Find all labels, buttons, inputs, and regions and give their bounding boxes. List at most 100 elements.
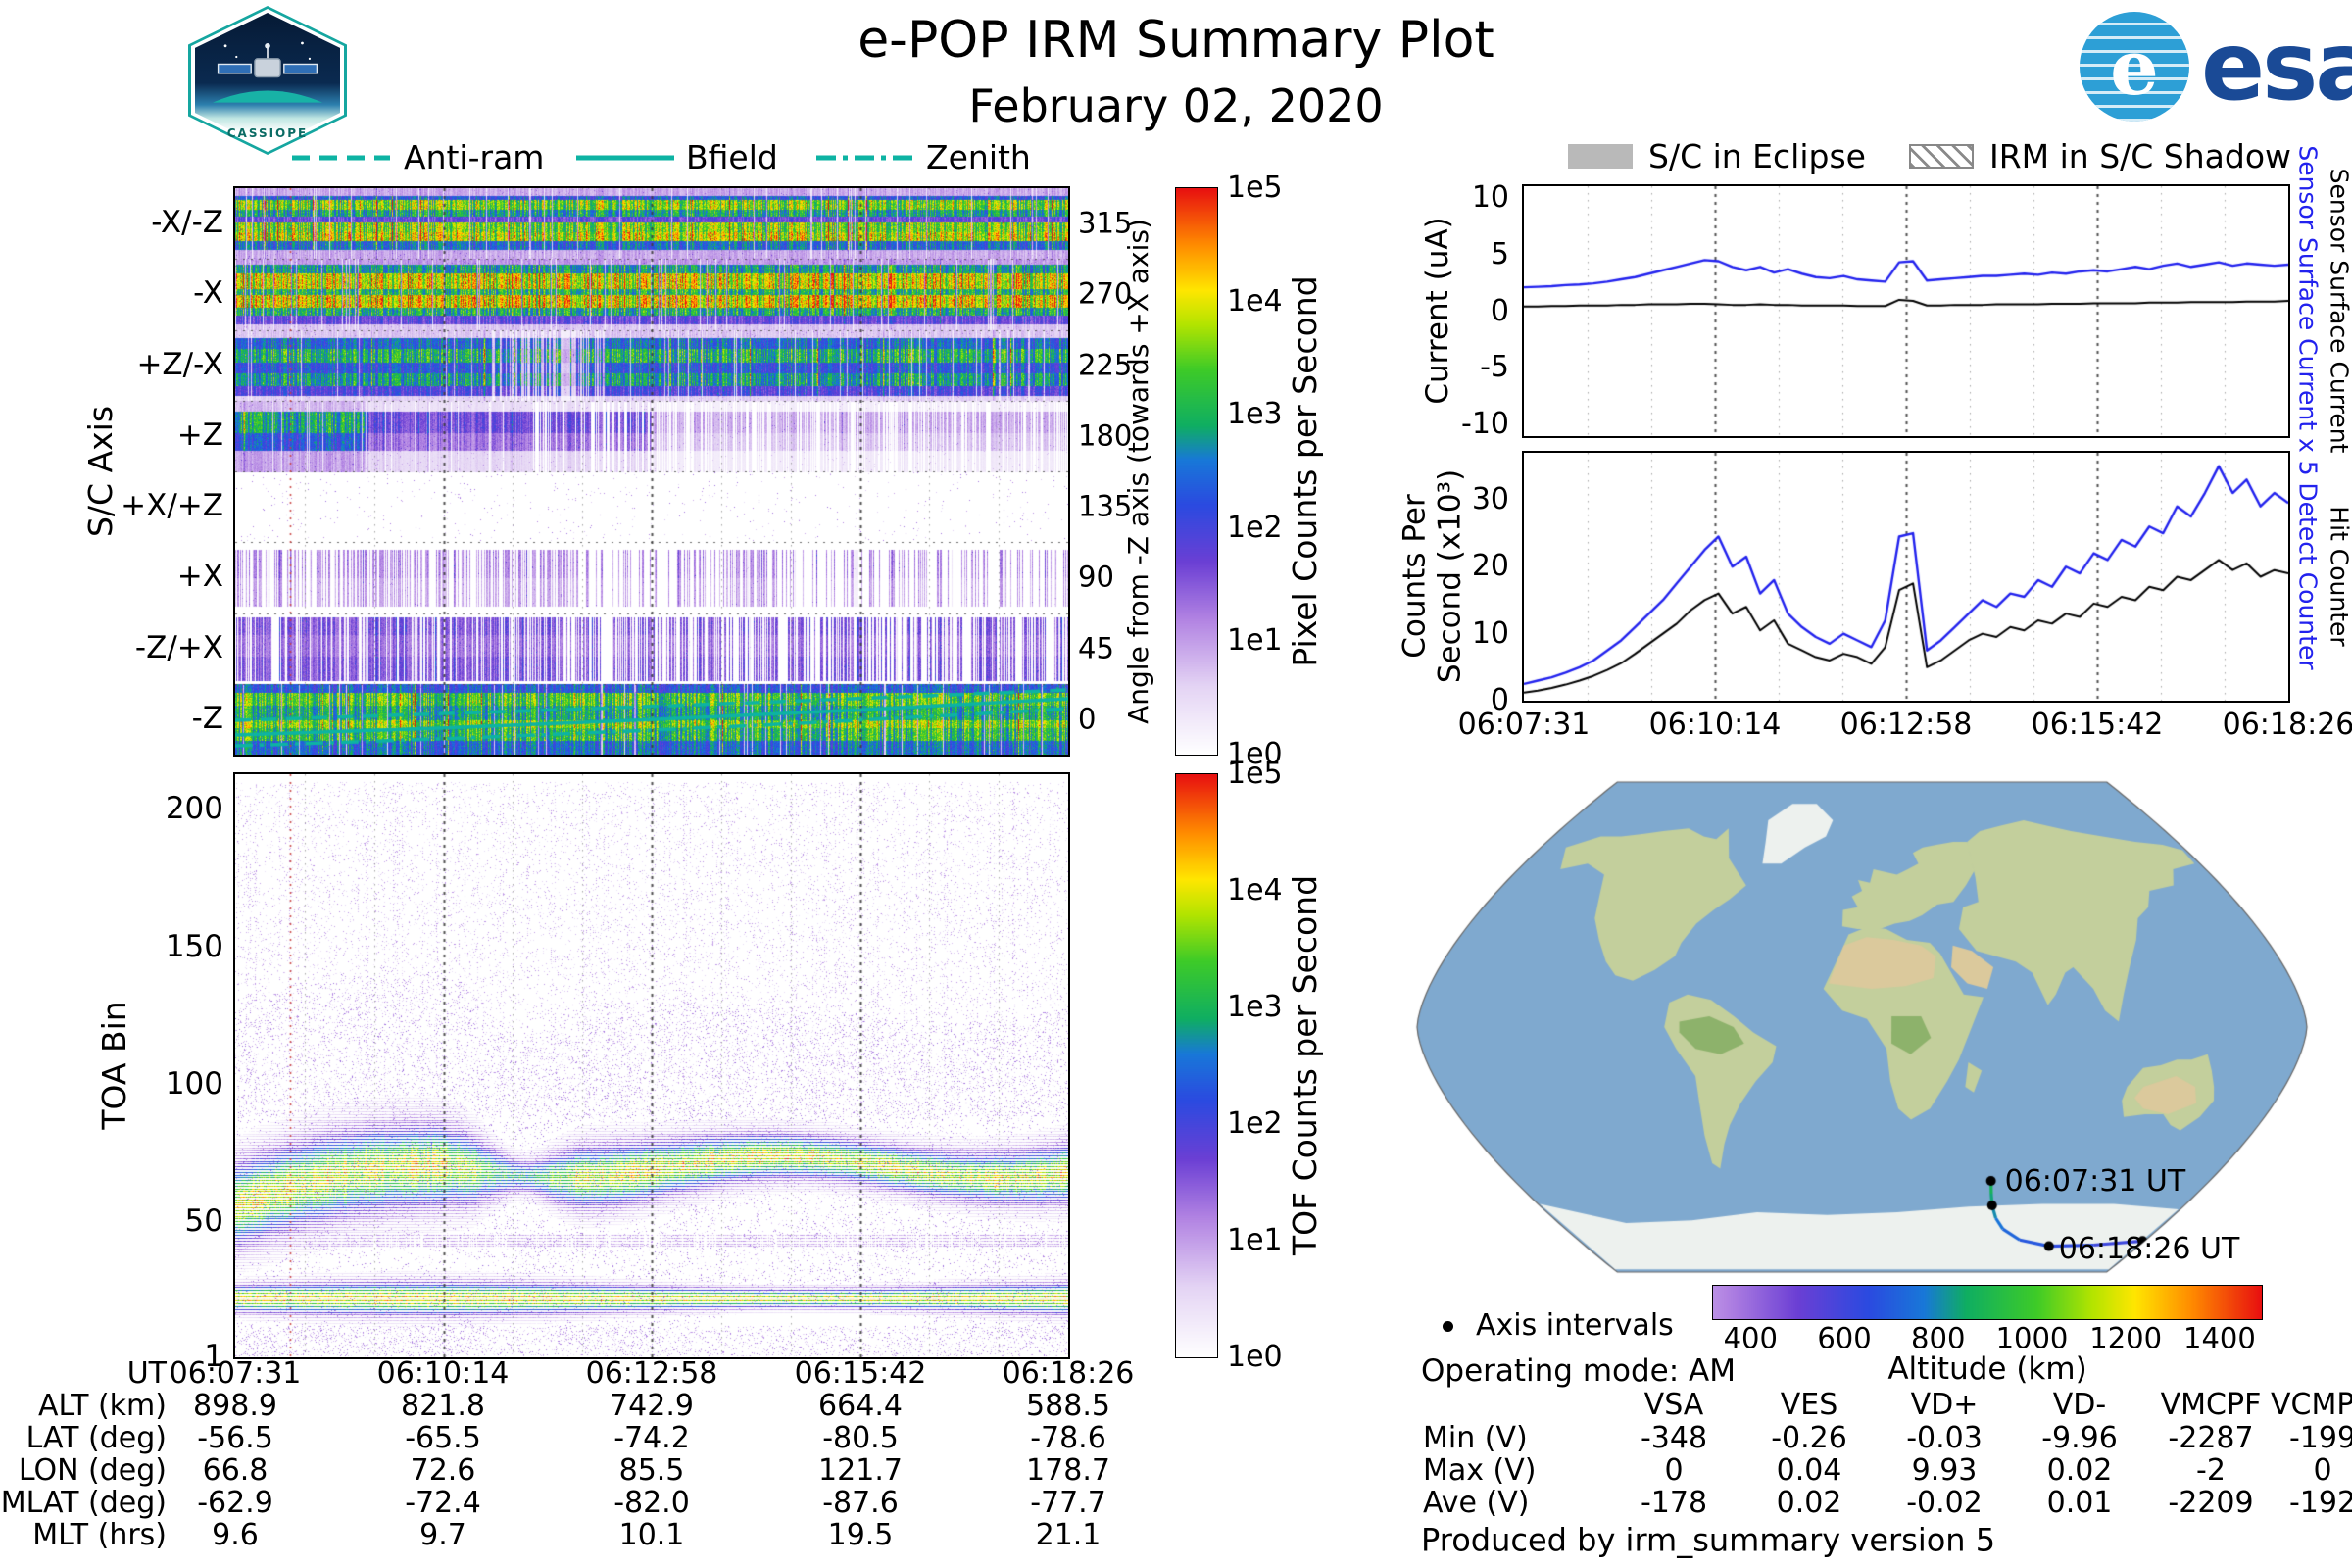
- altitude-colorbar-label: Altitude (km): [1887, 1351, 2087, 1388]
- sc-axis-row-label: -X/-Z: [151, 205, 223, 241]
- current-ytick: -10: [1461, 407, 1509, 442]
- map-end-time-label: 06:18:26 UT: [2058, 1231, 2240, 1266]
- voltage-value: 0: [1664, 1452, 1684, 1488]
- voltage-value: -192: [2288, 1485, 2352, 1520]
- ground-track-map: [1411, 776, 2313, 1278]
- ephemeris-value: 66.8: [202, 1452, 269, 1488]
- ephemeris-value: -87.6: [822, 1485, 899, 1520]
- ephemeris-value: 588.5: [1026, 1388, 1110, 1423]
- tof-colorbar-tick: 1e4: [1227, 872, 1283, 907]
- voltage-value: -199: [2288, 1420, 2352, 1455]
- ephemeris-value: 72.6: [410, 1452, 476, 1488]
- toa-spectrogram-canvas: [235, 774, 1068, 1357]
- altitude-colorbar-frame: [1712, 1285, 2263, 1320]
- voltage-col-header: VES: [1780, 1387, 1838, 1422]
- altitude-tick: 1000: [1995, 1321, 2069, 1355]
- tof-colorbar-frame: [1175, 773, 1218, 1358]
- tof-colorbar-tick: 1e5: [1227, 756, 1283, 791]
- cassiope-wordmark: CASSIOPE: [226, 126, 309, 141]
- tof-colorbar-tick: 1e2: [1227, 1105, 1283, 1141]
- eclipse-legend-swatch: [1568, 144, 1633, 169]
- shadow-legend-label: IRM in S/C Shadow: [1989, 137, 2292, 176]
- sc-axis-row-label: -Z: [191, 701, 223, 737]
- pixel-colorbar-tick: 1e5: [1227, 170, 1283, 205]
- pixel-colorbar-label: Pixel Counts per Second: [1286, 275, 1325, 667]
- zenith-label: Zenith: [926, 138, 1031, 177]
- time-xtick: 06:12:58: [1839, 707, 1973, 742]
- ephemeris-row-label: MLAT (deg): [0, 1485, 167, 1520]
- voltage-value: -348: [1640, 1420, 1708, 1455]
- ephemeris-row-label: UT: [126, 1355, 167, 1391]
- ephemeris-value: 06:18:26: [1002, 1355, 1135, 1391]
- axis-intervals-label: Axis intervals: [1476, 1307, 1674, 1343]
- sc-axis-ylabel: S/C Axis: [81, 405, 121, 538]
- tof-colorbar-tick: 1e3: [1227, 989, 1283, 1024]
- produced-by-label: Produced by irm_summary version 5: [1421, 1521, 1996, 1559]
- voltage-value: 0.04: [1776, 1452, 1842, 1488]
- hit-counter-label: Hit Counter: [2325, 506, 2352, 647]
- toa-ytick: 200: [165, 791, 223, 827]
- altitude-tick: 1400: [2183, 1321, 2256, 1355]
- ephemeris-value: 21.1: [1035, 1517, 1102, 1552]
- angle-axis-tick: 225: [1078, 347, 1133, 381]
- counts-ytick: 0: [1490, 682, 1509, 717]
- time-xtick: 06:15:42: [2031, 707, 2164, 742]
- pixel-colorbar-tick: 1e1: [1227, 623, 1283, 659]
- voltage-col-header: VD-: [2052, 1387, 2107, 1422]
- ephemeris-value: 19.5: [827, 1517, 894, 1552]
- ephemeris-value: -78.6: [1030, 1420, 1106, 1455]
- sc-axis-row-label: -X: [193, 275, 223, 312]
- ephemeris-value: 06:15:42: [794, 1355, 927, 1391]
- current-ytick: 5: [1490, 236, 1509, 271]
- pixel-colorbar-tick: 1e0: [1227, 736, 1283, 771]
- voltage-value: -2287: [2168, 1420, 2254, 1455]
- ephemeris-value: 06:10:14: [376, 1355, 510, 1391]
- ephemeris-row-label: ALT (km): [38, 1388, 167, 1423]
- ephemeris-value: -77.7: [1030, 1485, 1106, 1520]
- altitude-tick: 400: [1723, 1321, 1778, 1355]
- toa-ytick: 50: [184, 1203, 223, 1240]
- counts-plot-canvas: [1524, 453, 2288, 701]
- eclipse-legend-label: S/C in Eclipse: [1648, 137, 1866, 176]
- current-ytick: -5: [1480, 350, 1509, 385]
- angle-axis-tick: 0: [1078, 702, 1097, 736]
- toa-ytick: 150: [165, 928, 223, 964]
- altitude-tick: 600: [1817, 1321, 1872, 1355]
- counts-ytick: 10: [1471, 615, 1509, 651]
- cassiope-mission-badge: CASSIOPE: [188, 6, 347, 155]
- voltage-row-label: Min (V): [1423, 1420, 1528, 1455]
- tof-colorbar-tick: 1e0: [1227, 1339, 1283, 1374]
- sc-axis-row-label: +Z/-X: [136, 346, 223, 382]
- ephemeris-value: 06:07:31: [169, 1355, 302, 1391]
- voltage-value: -0.26: [1771, 1420, 1847, 1455]
- map-start-time-label: 06:07:31 UT: [2004, 1163, 2186, 1199]
- voltage-value: -2209: [2168, 1485, 2254, 1520]
- voltage-col-header: VSA: [1643, 1387, 1704, 1422]
- esa-logo-stripes: [2080, 12, 2189, 122]
- altitude-tick: 1200: [2089, 1321, 2163, 1355]
- ephemeris-value: -72.4: [405, 1485, 481, 1520]
- ephemeris-value: -62.9: [197, 1485, 273, 1520]
- voltage-col-header: VMCPF: [2160, 1387, 2262, 1422]
- sc-axis-row-label: -Z/+X: [134, 629, 223, 665]
- esa-logo-icon: e: [2080, 12, 2189, 122]
- ephemeris-row-label: LON (deg): [18, 1452, 167, 1488]
- voltage-value: 0.01: [2046, 1485, 2113, 1520]
- current-black-right-label: Sensor Surface Current: [2325, 168, 2352, 454]
- voltage-row-label: Ave (V): [1423, 1485, 1530, 1520]
- ephemeris-value: -74.2: [613, 1420, 690, 1455]
- pixel-colorbar-canvas: [1176, 188, 1217, 755]
- voltage-value: -2: [2196, 1452, 2226, 1488]
- voltage-value: 0: [2313, 1452, 2332, 1488]
- pixel-colorbar-frame: [1175, 187, 1218, 756]
- esa-logo-e: e: [2110, 24, 2159, 114]
- anti-ram-label: Anti-ram: [404, 138, 545, 177]
- pixel-colorbar-tick: 1e2: [1227, 510, 1283, 545]
- time-xtick: 06:07:31: [1457, 707, 1591, 742]
- ephemeris-value: 06:12:58: [585, 1355, 718, 1391]
- ephemeris-value: 10.1: [618, 1517, 685, 1552]
- counts-ylabel: Counts Per Second (x10³): [1396, 468, 1467, 684]
- counts-ytick: 30: [1471, 481, 1509, 516]
- satellite-icon: [213, 41, 322, 103]
